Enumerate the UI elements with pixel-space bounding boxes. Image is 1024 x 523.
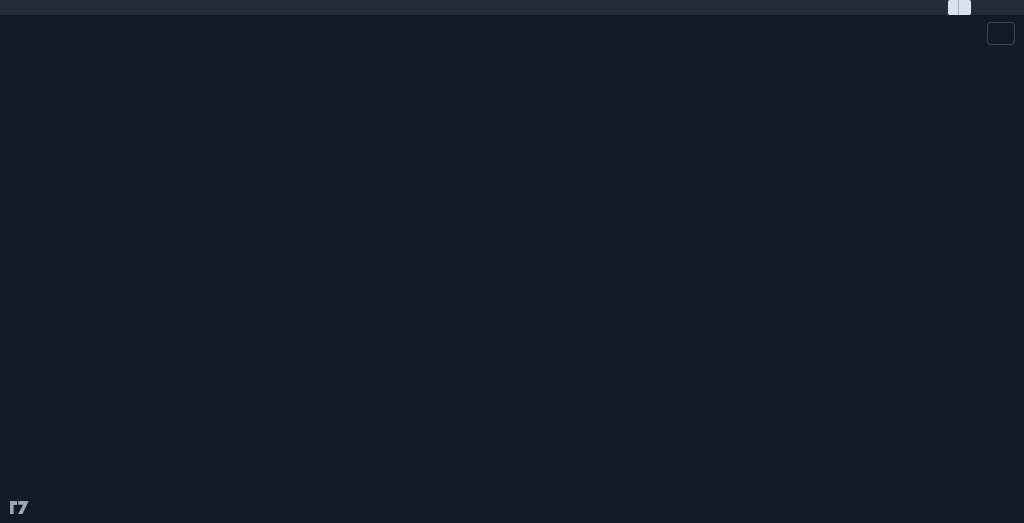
publish-banner bbox=[0, 0, 1024, 15]
rsi-value-badge bbox=[948, 0, 971, 15]
currency-toggle-button[interactable] bbox=[987, 22, 1015, 45]
rsi-badge-divider bbox=[958, 0, 959, 15]
tradingview-logo-icon bbox=[10, 501, 29, 514]
tradingview-logo[interactable] bbox=[10, 501, 34, 514]
